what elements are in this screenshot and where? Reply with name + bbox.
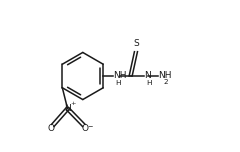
Text: NH: NH bbox=[114, 71, 127, 80]
Text: S: S bbox=[134, 39, 140, 48]
Text: +: + bbox=[70, 101, 76, 106]
Text: NH: NH bbox=[158, 71, 172, 80]
Text: H: H bbox=[115, 80, 120, 86]
Text: N: N bbox=[145, 71, 151, 80]
Text: O: O bbox=[82, 124, 89, 133]
Text: −: − bbox=[88, 124, 93, 129]
Text: H: H bbox=[146, 80, 151, 86]
Text: N: N bbox=[64, 104, 71, 113]
Text: 2: 2 bbox=[164, 79, 168, 85]
Text: O: O bbox=[47, 124, 54, 133]
